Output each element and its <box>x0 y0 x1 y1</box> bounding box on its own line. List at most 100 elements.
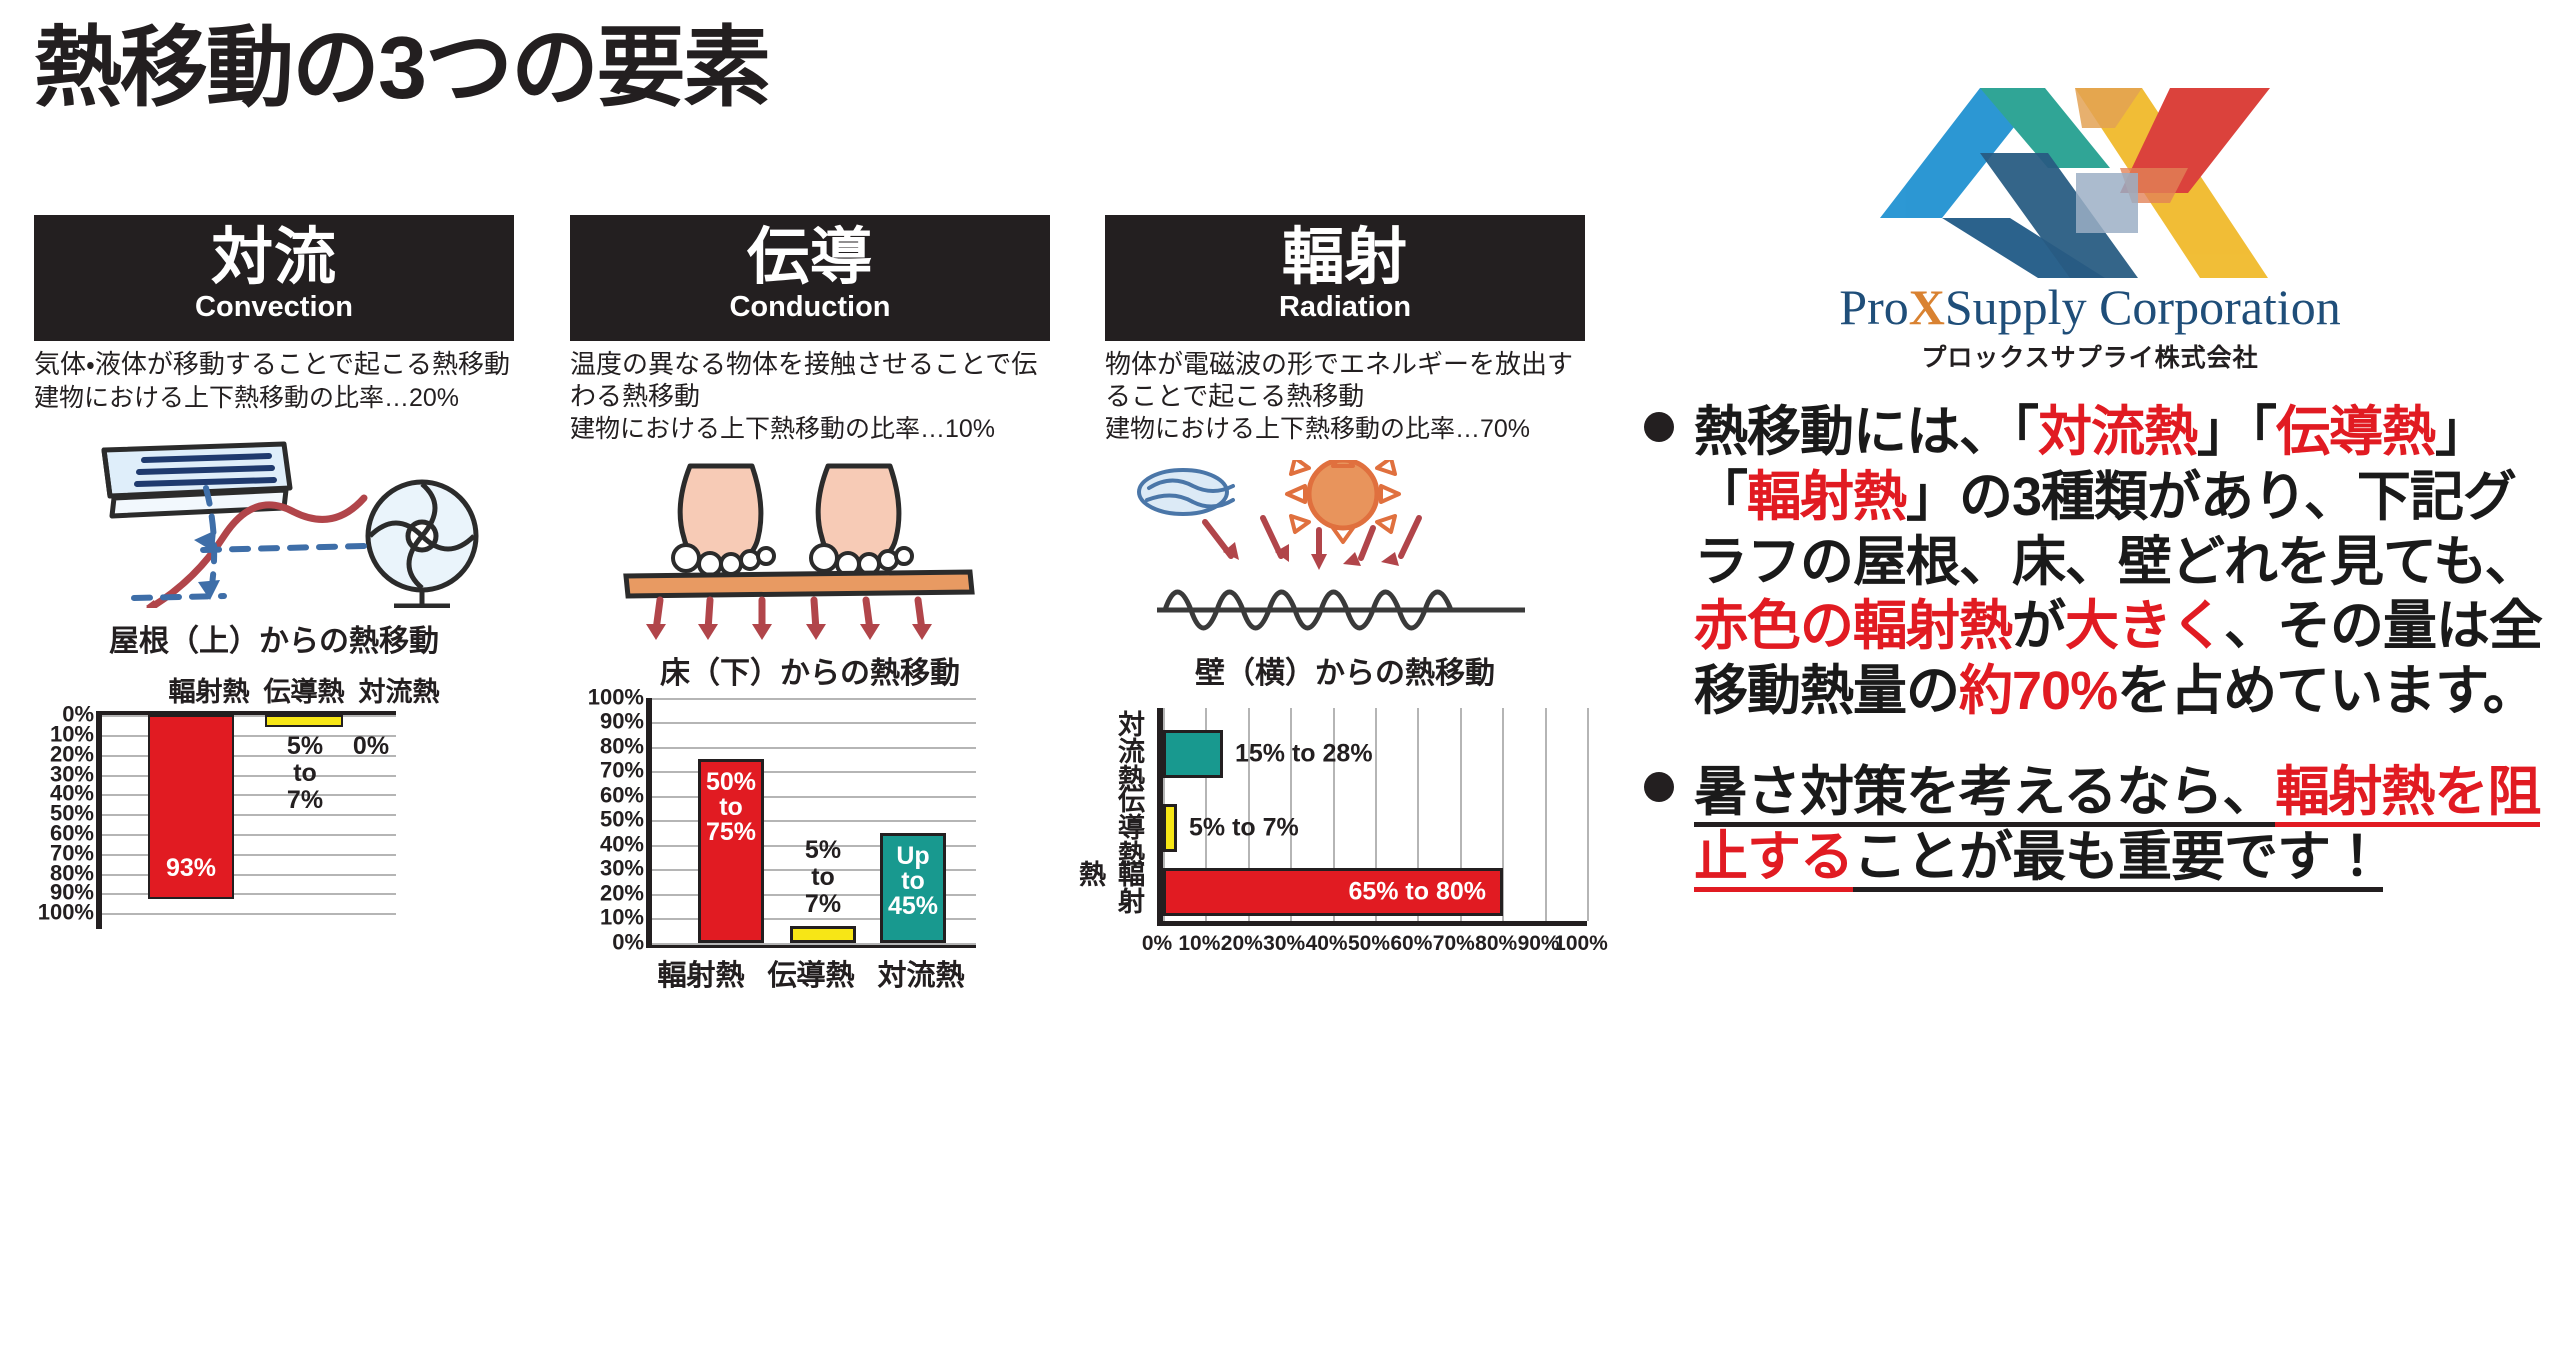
legend-item-conduction: 伝導熱 <box>263 677 345 708</box>
chart-caption-floor: 床（下）からの熱移動 <box>660 656 960 690</box>
description-line-1: 物体が電磁波の形でエネルギーを放出することで起こる熱移動 <box>1105 349 1574 411</box>
header-box-convection: 対流 Convection <box>34 215 514 341</box>
category-conduction: 伝導熱 <box>1114 785 1144 867</box>
chart-floor-x-labels: 輻射熱 伝導熱 対流熱 <box>646 952 976 994</box>
brand-name-pre: Pro <box>1839 279 1909 335</box>
y-tick: 80% <box>599 733 644 759</box>
legend-item-radiant: 輻射熱 <box>168 677 250 708</box>
y-tick: 30% <box>599 855 644 881</box>
x-label-radiant: 輻射熱 <box>657 959 745 992</box>
bullet-item-1: 熱移動には、「対流熱」「伝導熱」「輻射熱」の3種類があり、下記グラフの屋根、床、… <box>1642 400 2560 724</box>
y-tick: 70% <box>599 757 644 783</box>
chart-roof-plot: 0% 10% 20% 30% 40% 50% 60% 70% 80% 90% 1… <box>38 702 396 930</box>
y-tick: 90% <box>599 708 644 734</box>
sketch-feet-on-warm-floor-icon <box>570 460 1050 640</box>
bullet-item-2: 暑さ対策を考えるなら、輻射熱を阻止することが最も重要です！ <box>1642 760 2560 892</box>
column-radiation: 輻射 Radiation 物体が電磁波の形でエネルギーを放出することで起こる熱移… <box>1075 215 1608 968</box>
chart-wall-categories: 対流熱 伝導熱 輻射熱 <box>1075 708 1153 926</box>
bar-conduction-heat <box>1163 803 1177 852</box>
x-tick: 60% <box>1390 931 1433 955</box>
x-tick: 40% <box>1305 931 1348 955</box>
chart-floor-plot: 100% 90% 80% 70% 60% 50% 40% 30% 20% 10%… <box>588 684 976 954</box>
x-tick: 50% <box>1347 931 1391 955</box>
bar-convection-label: 0% <box>352 732 390 761</box>
category-radiant: 輻射熱 <box>1075 859 1144 914</box>
y-tick: 80% <box>49 860 94 886</box>
brand-name-jp: プロックスサプライ株式会社 <box>1921 344 2259 372</box>
brand-name-x: X <box>1908 279 1945 335</box>
description-convection: 気体・液体が移動することで起こる熱移動 建物における上下熱移動の比率…20% <box>34 349 514 414</box>
bullet-text-2: 暑さ対策を考えるなら、輻射熱を阻止することが最も重要です！ <box>1694 760 2560 892</box>
bullet-list: 熱移動には、「対流熱」「伝導熱」「輻射熱」の3種類があり、下記グラフの屋根、床、… <box>1642 400 2560 926</box>
column-conduction: 伝導 Conduction 温度の異なる物体を接触させることで伝わる熱移動 建物… <box>570 215 1050 994</box>
bar-value-label-convection: 15% to 28% <box>1235 739 1373 768</box>
left-panel: 熱移動の3つの要素 対流 Convection 気体・液体が移動することで起こる… <box>34 18 1608 994</box>
header-en-label: Conduction <box>729 290 891 323</box>
bar-convection-heat: Up to 45% <box>880 832 946 943</box>
description-line-1: 気体・液体が移動することで起こる熱移動 <box>34 349 511 379</box>
y-tick: 30% <box>49 761 94 787</box>
y-tick: 70% <box>49 840 94 866</box>
y-tick: 90% <box>49 879 94 905</box>
bar-value-label: 93% <box>165 854 217 883</box>
header-en-label: Radiation <box>1278 290 1412 323</box>
y-tick: 100% <box>587 684 644 710</box>
category-convection: 対流熱 <box>1114 709 1144 791</box>
prox-chevron-logo-icon <box>1870 28 2310 283</box>
bullet-text-1: 熱移動には、「対流熱」「伝導熱」「輻射熱」の3種類があり、下記グラフの屋根、床、… <box>1694 402 2543 722</box>
description-line-1: 温度の異なる物体を接触させることで伝わる熱移動 <box>570 349 1038 411</box>
x-tick: 30% <box>1263 931 1306 955</box>
bar-value-label-radiant: 65% to 80% <box>1348 877 1486 906</box>
bar-conduction-label: 5% to 7% <box>286 732 324 815</box>
x-tick: 70% <box>1432 931 1475 955</box>
x-tick: 0% <box>1141 931 1173 955</box>
sketch-sun-cloud-wall-icon <box>1105 459 1585 640</box>
chart-wall-plot: 15% to 28% 5% to 7% 65% to 80% <box>1157 707 1589 926</box>
header-box-radiation: 輻射 Radiation <box>1105 215 1585 341</box>
header-en-label: Convection <box>195 290 353 323</box>
y-tick: 0% <box>612 929 644 955</box>
description-line-2: 建物における上下熱移動の比率…20% <box>34 383 460 412</box>
header-box-conduction: 伝導 Conduction <box>570 215 1050 341</box>
bullet-dot-icon <box>1644 771 1674 802</box>
header-jp-label: 輻射 <box>1281 222 1408 292</box>
x-label-convection: 対流熱 <box>877 959 965 992</box>
bullet-dot-icon <box>1644 412 1674 442</box>
y-tick: 60% <box>599 782 644 808</box>
bar-value-label-conduction: 5% to 7% <box>1189 813 1299 842</box>
bar-value-label: 50% to 75% <box>705 767 757 846</box>
chart-caption-roof: 屋根（上）からの熱移動 <box>109 625 439 659</box>
x-tick: 80% <box>1475 931 1518 955</box>
description-radiation: 物体が電磁波の形でエネルギーを放出することで起こる熱移動 建物における上下熱移動… <box>1105 349 1585 446</box>
x-tick: 100% <box>1554 931 1608 955</box>
x-tick: 20% <box>1220 931 1263 955</box>
bar-conduction-heat <box>265 715 343 728</box>
y-tick: 40% <box>599 831 644 857</box>
header-jp-label: 伝導 <box>746 222 873 292</box>
brand-name-post: Supply Corporation <box>1944 279 2341 335</box>
chart-roof-legend: 輻射熱 伝導熱 対流熱 <box>34 670 514 709</box>
y-tick: 40% <box>49 780 94 806</box>
right-panel: ProXSupply Corporation プロックスサプライ株式会社 熱移動… <box>1620 0 2560 1363</box>
header-jp-label: 対流 <box>210 222 337 292</box>
y-tick: 20% <box>599 880 644 906</box>
y-tick: 50% <box>49 800 94 826</box>
x-tick: 90% <box>1517 931 1560 955</box>
y-tick: 0% <box>62 701 94 727</box>
chart-floor: 100% 90% 80% 70% 60% 50% 40% 30% 20% 10%… <box>570 684 1050 994</box>
y-tick: 50% <box>599 806 644 832</box>
chart-roof: 輻射熱 伝導熱 対流熱 0% <box>34 670 514 930</box>
y-tick: 100% <box>37 899 94 925</box>
bar-radiant-heat: 93% <box>148 715 234 900</box>
y-tick: 20% <box>49 741 94 767</box>
description-line-2: 建物における上下熱移動の比率…70% <box>1105 415 1531 444</box>
bar-radiant-heat: 50% to 75% <box>698 758 764 943</box>
sketch-air-conditioner-fan-icon <box>34 428 514 609</box>
bar-value-label: 5% to 7% <box>804 835 842 918</box>
bar-value-label: Up to 45% <box>887 841 939 920</box>
description-line-2: 建物における上下熱移動の比率…10% <box>570 415 996 444</box>
x-label-conduction: 伝導熱 <box>767 959 855 992</box>
page-title: 熱移動の3つの要素 <box>34 18 771 117</box>
bar-radiant-heat: 65% to 80% <box>1163 867 1503 916</box>
